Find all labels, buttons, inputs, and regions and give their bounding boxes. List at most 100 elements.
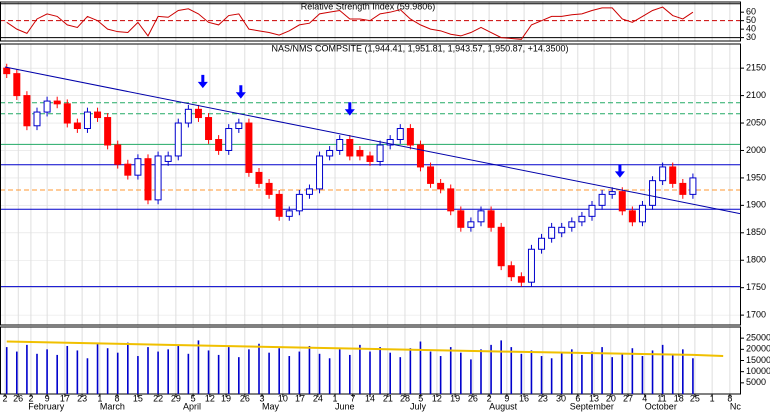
x-tick-label: 1 bbox=[710, 393, 715, 403]
candle-body bbox=[618, 191, 626, 212]
volume-bar bbox=[692, 358, 694, 394]
volume-bar bbox=[550, 358, 553, 394]
candle-body bbox=[457, 210, 465, 228]
candle-body bbox=[33, 111, 41, 127]
x-tick-label: 15 bbox=[133, 393, 143, 403]
volume-bar bbox=[490, 344, 492, 394]
y-tick-label: 2050 bbox=[746, 117, 766, 127]
y-tick-label: 1750 bbox=[746, 282, 766, 292]
x-tick-label: 13 bbox=[589, 393, 599, 403]
candle-body bbox=[477, 210, 485, 223]
candle-body bbox=[628, 210, 636, 223]
x-tick-label: 3 bbox=[260, 393, 265, 403]
volume-bar bbox=[480, 349, 482, 394]
volume-bar bbox=[5, 347, 8, 394]
volume-bar bbox=[96, 343, 99, 394]
x-tick-label: 30 bbox=[556, 393, 566, 403]
volume-bar bbox=[116, 352, 119, 394]
trend-line bbox=[4, 66, 741, 215]
candle-body bbox=[23, 95, 31, 127]
candle-body bbox=[63, 103, 71, 124]
month-label: February bbox=[28, 401, 65, 411]
candle-body bbox=[104, 117, 112, 146]
volume-bar bbox=[298, 351, 301, 394]
volume-bar bbox=[328, 358, 331, 394]
candle-body bbox=[225, 128, 233, 151]
volume-bar bbox=[238, 357, 240, 394]
candle-body bbox=[366, 155, 374, 162]
volume-bar bbox=[439, 356, 442, 394]
month-label: September bbox=[570, 401, 614, 411]
y-tick-label: 1800 bbox=[746, 255, 766, 265]
volume-bar bbox=[540, 356, 543, 394]
volume-bar bbox=[631, 348, 634, 394]
volume-bar bbox=[187, 353, 190, 394]
candle-body bbox=[83, 111, 91, 130]
volume-bar bbox=[661, 344, 664, 394]
candle-body bbox=[386, 138, 394, 146]
candle-body bbox=[295, 193, 303, 212]
candle-body bbox=[194, 108, 202, 119]
candle-body bbox=[437, 182, 445, 190]
volume-bar bbox=[288, 356, 291, 394]
candle-body bbox=[336, 138, 344, 151]
y-tick-label: 2150 bbox=[746, 63, 766, 73]
candle-body bbox=[114, 144, 122, 165]
candle-body bbox=[154, 155, 162, 201]
volume-bar bbox=[278, 348, 280, 394]
candle-body bbox=[316, 155, 324, 190]
y-tick-label: 25000 bbox=[746, 333, 770, 343]
candle-body bbox=[215, 138, 223, 151]
x-tick-label: 18 bbox=[674, 393, 684, 403]
x-tick-label: 6 bbox=[575, 393, 580, 403]
rsi-line bbox=[6, 6, 694, 40]
candle-body bbox=[416, 144, 424, 168]
candle-body bbox=[305, 188, 313, 195]
month-label: Nc bbox=[730, 401, 741, 411]
x-tick-label: 4 bbox=[642, 393, 647, 403]
candle-body bbox=[265, 182, 273, 195]
x-tick-label: 20 bbox=[606, 393, 616, 403]
volume-bar bbox=[177, 344, 180, 394]
candle-body bbox=[558, 226, 566, 234]
candle-body bbox=[376, 144, 384, 162]
volume-bar bbox=[571, 349, 573, 394]
arrow bbox=[197, 74, 208, 89]
volume-bar bbox=[217, 354, 220, 394]
x-tick-label: 2 bbox=[28, 393, 33, 403]
volume-bar bbox=[560, 352, 563, 394]
x-tick-label: 9 bbox=[504, 393, 509, 403]
x-tick-label: 16 bbox=[519, 393, 529, 403]
x-tick-label: 12 bbox=[432, 393, 442, 403]
x-tick-label: 9 bbox=[45, 393, 50, 403]
volume-bar bbox=[258, 343, 260, 394]
volume-bar bbox=[56, 354, 58, 394]
volume-bar bbox=[147, 347, 149, 394]
volume-bar bbox=[671, 353, 674, 394]
candle-body bbox=[497, 226, 505, 267]
x-tick-label: 12 bbox=[205, 393, 215, 403]
volume-bar bbox=[621, 353, 624, 394]
arrow bbox=[614, 164, 625, 178]
volume-bar bbox=[530, 350, 533, 394]
volume-bar bbox=[682, 349, 684, 394]
candle-body bbox=[73, 122, 81, 130]
x-tick-label: 28 bbox=[400, 393, 410, 403]
candle-body bbox=[406, 128, 414, 146]
volume-bar bbox=[470, 359, 472, 394]
x-tick-label: 5 bbox=[418, 393, 423, 403]
volume-bar bbox=[137, 356, 139, 394]
volume-bar bbox=[611, 357, 613, 394]
month-label: March bbox=[100, 401, 125, 411]
candle-body bbox=[659, 166, 667, 182]
candle-body bbox=[517, 276, 525, 283]
volume-bar bbox=[106, 348, 109, 394]
volume-bar bbox=[581, 354, 583, 394]
y-tick-label: 2100 bbox=[746, 90, 766, 100]
candle-body bbox=[134, 158, 142, 176]
volume-bar bbox=[227, 347, 230, 394]
volume-bar bbox=[308, 345, 311, 394]
x-tick-label: 5 bbox=[191, 393, 196, 403]
volume-bar bbox=[248, 349, 250, 394]
candle-body bbox=[608, 191, 616, 195]
